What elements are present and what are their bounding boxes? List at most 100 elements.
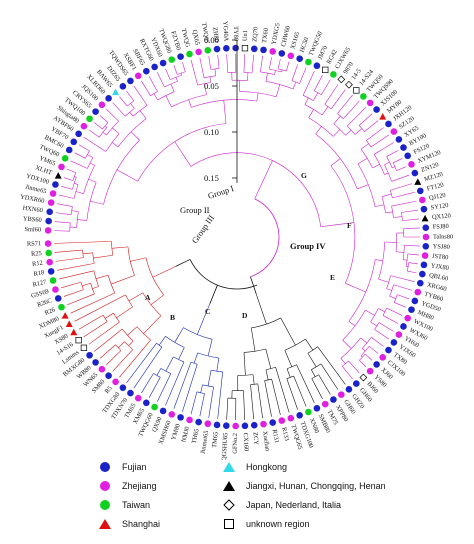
branch-line: [141, 80, 151, 96]
branch-arc: [384, 164, 392, 182]
branch-arc: [107, 275, 116, 294]
branch-line: [384, 161, 390, 165]
branch-line: [126, 343, 157, 384]
branch-line: [70, 292, 115, 314]
subcluster-c: C: [205, 307, 210, 316]
branch-arc: [260, 71, 275, 75]
branch-line: [112, 349, 133, 372]
branch-arc: [390, 190, 393, 198]
tip-marker-circle: [143, 399, 150, 407]
tip-label: R131: [271, 429, 280, 444]
branch-arc: [308, 117, 334, 137]
branch-line: [302, 71, 315, 96]
branch-line: [82, 282, 91, 287]
tip-marker-circle: [168, 411, 176, 418]
branch-line: [374, 204, 385, 208]
legend-label: Jiangxi, Hunan, Chongqing, Henan: [246, 481, 386, 491]
tip-marker-circle: [269, 419, 277, 426]
branch-line: [313, 92, 319, 101]
tip-label: R26C: [36, 297, 52, 308]
branch-arc: [82, 250, 84, 258]
tip-marker-circle: [404, 314, 411, 322]
branch-line: [320, 222, 355, 227]
triangle-marker-icon: [222, 479, 236, 493]
tip-marker-circle: [287, 52, 295, 60]
branch-line: [360, 143, 369, 150]
branch-arc: [386, 275, 391, 289]
branch-line: [371, 337, 384, 347]
branch-line: [170, 83, 175, 92]
branch-arc: [243, 348, 266, 353]
legend-label: Japan, Nederland, Italia: [246, 500, 342, 510]
tip-label: YDXR60: [20, 193, 45, 204]
tip-marker-circle: [49, 277, 57, 284]
branch-arc: [265, 81, 294, 90]
branch-line: [382, 315, 399, 324]
branch-line: [390, 183, 413, 191]
branch-line: [165, 68, 171, 80]
branch-line: [56, 203, 73, 207]
branch-arc: [98, 127, 108, 138]
branch-line: [315, 126, 322, 135]
branch-line: [102, 131, 107, 136]
tip-marker-circle: [98, 365, 106, 373]
branch-arc: [136, 326, 151, 341]
branch-line: [401, 209, 419, 213]
branch-line: [217, 54, 220, 69]
tip-marker-circle: [400, 144, 407, 151]
tip-label: RS71: [27, 240, 41, 247]
branch-line: [126, 90, 135, 101]
branch-line: [208, 386, 214, 418]
branch-line: [133, 346, 163, 389]
tip-label: YSJ80: [433, 243, 450, 251]
tip-marker-circle: [408, 306, 415, 313]
legend-label: Fujian: [122, 462, 147, 472]
tip-marker-triangle: [70, 328, 78, 336]
legend-label: Zhejiang: [122, 481, 157, 491]
tip-marker-circle: [373, 106, 380, 113]
legend-item-taiwan: Taiwan: [98, 498, 150, 512]
tip-marker-circle: [54, 295, 62, 302]
tip-marker-circle: [204, 46, 212, 54]
branch-line: [247, 72, 249, 81]
branch-arc: [358, 125, 365, 132]
branch-line: [89, 162, 95, 166]
tip-label: XS165: [289, 31, 301, 50]
tip-label: GSS69: [30, 288, 49, 300]
branch-arc: [71, 177, 77, 190]
branch-line: [104, 125, 108, 128]
branch-line: [321, 79, 331, 95]
tip-marker-circle: [127, 77, 134, 85]
tip-label: TWQ65: [200, 22, 210, 44]
branch-arc: [171, 94, 207, 108]
branch-line: [275, 367, 290, 413]
tip-label: QX120: [432, 212, 451, 221]
branch-arc: [239, 91, 277, 98]
tip-marker-circle: [385, 120, 392, 128]
branch-line: [207, 339, 213, 357]
branch-line: [78, 314, 104, 330]
tip-marker-triangle: [112, 88, 120, 96]
branch-arc: [173, 356, 185, 363]
branch-line: [174, 141, 192, 167]
group-4-label: Group IV: [290, 241, 326, 251]
tip-marker-circle: [400, 323, 407, 330]
branch-line: [182, 62, 186, 72]
branch-line: [265, 73, 268, 82]
branch-arc: [405, 253, 409, 267]
branch-arc: [125, 294, 133, 308]
tip-marker-triangle: [379, 113, 387, 120]
tip-marker-circle: [330, 396, 337, 403]
branch-line: [256, 92, 259, 102]
diamond-marker-icon: [222, 498, 236, 512]
tip-marker-circle: [186, 50, 193, 58]
branch-line: [342, 366, 353, 380]
subcluster-d: D: [242, 311, 248, 320]
tip-label: R26: [44, 306, 56, 316]
subcluster-f: F: [347, 221, 352, 230]
circle-marker-icon: [98, 498, 112, 512]
branch-arc: [145, 257, 165, 295]
tip-marker-circle: [119, 384, 127, 391]
tip-marker-circle: [421, 252, 429, 259]
tip-label: YBS60: [23, 215, 42, 224]
